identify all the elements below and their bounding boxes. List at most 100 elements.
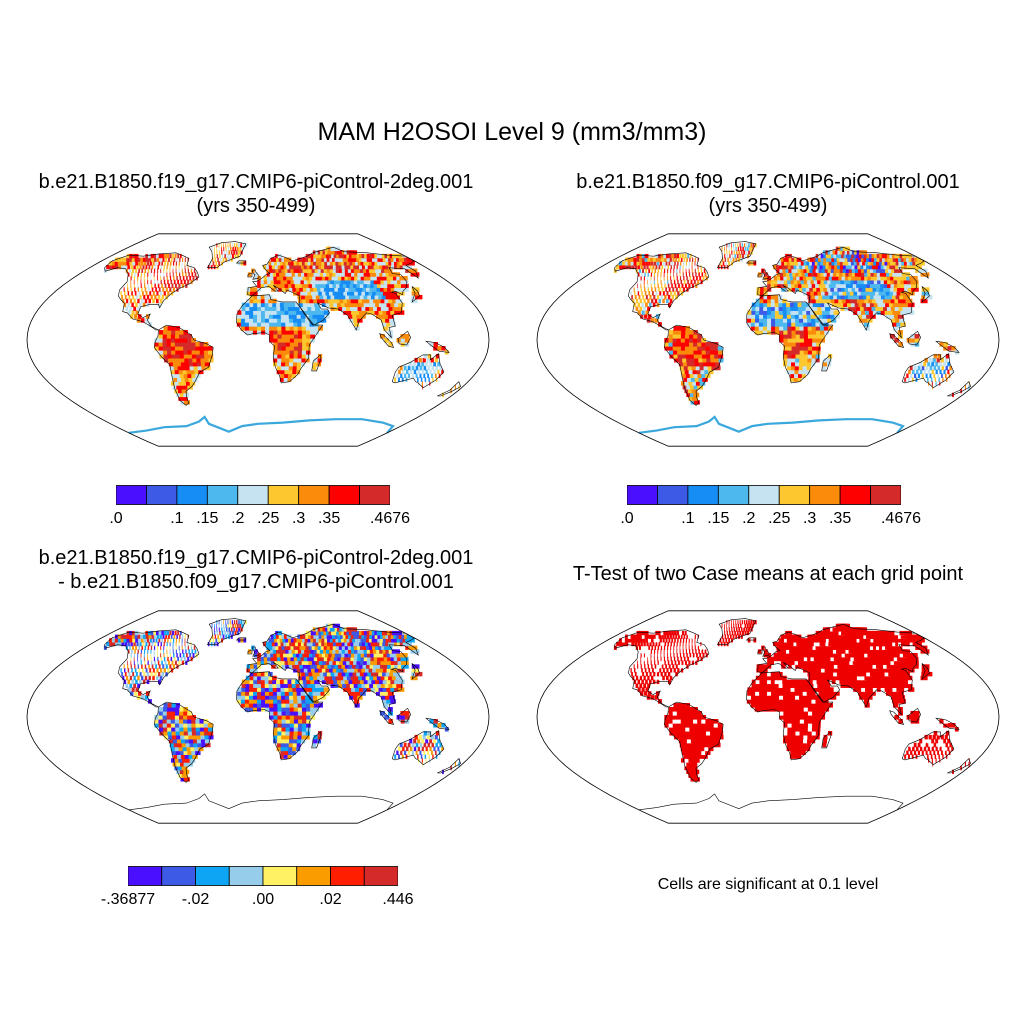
grid-cell [134, 664, 136, 669]
grid-cell [376, 683, 384, 688]
grid-cell [686, 734, 692, 740]
grid-cell [183, 726, 189, 732]
grid-cell [808, 298, 814, 304]
grid-cell [195, 719, 201, 724]
grid-cell [400, 279, 409, 285]
grid-cell [790, 365, 796, 371]
grid-cell [187, 656, 190, 662]
map-case1 [26, 225, 490, 455]
grid-cell [803, 279, 809, 285]
grid-cell [695, 283, 698, 288]
grid-cell [293, 719, 299, 724]
grid-cell [951, 746, 954, 752]
colorbar-tick-label: .1 [170, 510, 184, 527]
grid-cell [619, 261, 623, 266]
grid-cell [884, 294, 892, 300]
grid-cell [754, 326, 760, 331]
grid-cell [167, 291, 170, 296]
grid-cell [938, 754, 940, 759]
grid-cell [136, 264, 139, 270]
grid-cell [726, 246, 728, 251]
grid-cell [280, 742, 286, 748]
grid-cell [374, 671, 382, 677]
grid-cell [297, 726, 303, 732]
grid-cell [289, 330, 295, 335]
grid-cell [179, 726, 185, 732]
grid-cell [793, 264, 799, 270]
grid-cell [699, 365, 705, 371]
grid-cell [378, 294, 385, 300]
grid-cell [260, 314, 266, 319]
grid-cell [830, 268, 837, 273]
grid-cell [190, 264, 192, 270]
grid-cell [330, 294, 337, 300]
grid-cell [189, 381, 196, 386]
grid-cell [660, 272, 662, 277]
grid-cell [787, 264, 793, 270]
grid-cell [369, 298, 376, 304]
grid-cell [407, 750, 410, 755]
grid-cell [273, 330, 279, 335]
grid-cell [680, 758, 687, 763]
grid-cell [795, 261, 800, 266]
grid-cell [177, 253, 180, 259]
grid-cell [652, 264, 655, 270]
grid-cell [313, 287, 319, 292]
grid-cell [390, 699, 396, 704]
grid-cell [134, 253, 139, 259]
grid-cell [281, 660, 286, 665]
grid-cell [680, 337, 686, 343]
grid-cell [144, 645, 147, 650]
grid-cell [767, 310, 772, 315]
grid-cell [799, 349, 805, 355]
grid-cell [137, 287, 140, 292]
grid-cell [373, 306, 380, 311]
grid-cell [275, 645, 280, 650]
grid-cell [285, 322, 291, 327]
grid-cell [175, 373, 182, 378]
grid-cell [428, 377, 430, 382]
grid-cell [256, 703, 262, 708]
grid-cell [154, 660, 156, 665]
grid-cell [914, 710, 920, 716]
grid-cell [248, 326, 254, 331]
grid-cell [291, 283, 297, 288]
grid-cell [819, 287, 826, 292]
grid-cell [697, 257, 699, 262]
grid-cell [697, 342, 702, 347]
grid-cell [350, 298, 357, 304]
grid-cell [653, 261, 657, 266]
grid-cell [187, 750, 193, 755]
grid-cell [807, 738, 812, 744]
grid-cell [289, 710, 295, 716]
grid-cell [830, 314, 836, 319]
grid-cell [705, 342, 711, 347]
grid-cell [668, 253, 672, 259]
grid-cell [283, 754, 288, 759]
grid-cell [133, 653, 135, 658]
colorbar-tick-label: .15 [707, 510, 730, 527]
grid-cell [247, 649, 252, 654]
grid-cell [807, 349, 813, 355]
grid-cell [182, 758, 188, 763]
grid-cell [676, 342, 682, 347]
grid-cell [748, 243, 750, 248]
grid-cell [302, 333, 307, 339]
grid-cell [810, 314, 816, 319]
grid-cell [910, 337, 916, 343]
grid-cell [949, 365, 952, 371]
grid-cell [304, 310, 310, 315]
grid-cell [135, 679, 138, 685]
grid-cell [787, 719, 793, 724]
grid-cell [849, 291, 856, 296]
grid-cell [423, 353, 428, 359]
grid-cell [145, 634, 149, 639]
grid-cell [927, 738, 931, 744]
grid-cell [678, 734, 684, 740]
grid-cell [305, 322, 311, 327]
grid-cell [783, 322, 788, 327]
grid-cell [706, 353, 712, 359]
grid-cell [317, 268, 324, 273]
grid-cell [187, 268, 189, 273]
grid-cell [933, 742, 937, 748]
